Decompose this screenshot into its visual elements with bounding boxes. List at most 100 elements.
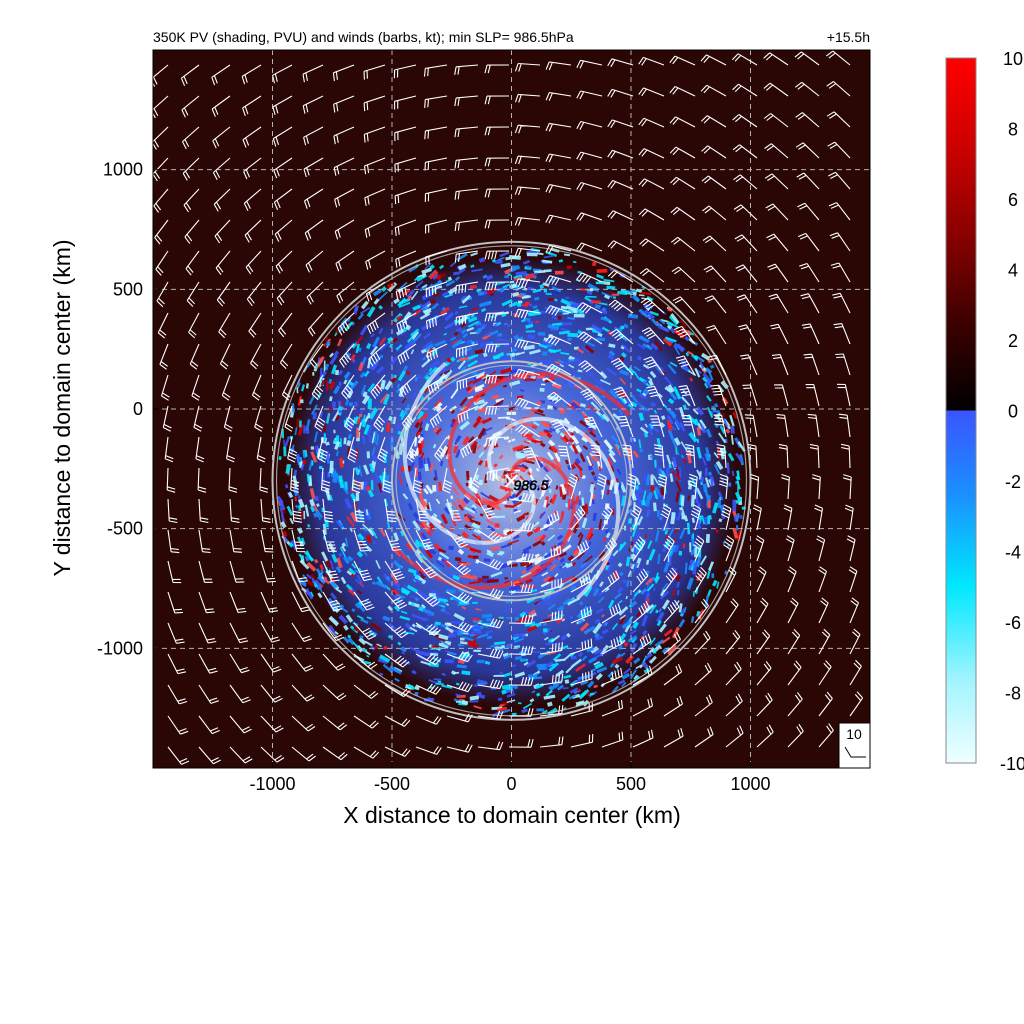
pv-streak [335, 557, 343, 569]
wind-barb [732, 83, 758, 97]
wind-barb [302, 95, 324, 114]
pv-streak [639, 426, 649, 435]
pv-streak [357, 312, 365, 320]
pv-streak [346, 316, 351, 322]
wind-barb [672, 296, 696, 314]
pv-streak [439, 460, 444, 467]
pv-streak [415, 624, 422, 629]
pv-streak [469, 284, 477, 290]
pv-streak [487, 525, 496, 532]
wind-barb [670, 236, 696, 252]
wind-barb [590, 444, 603, 469]
pv-streak [593, 661, 600, 666]
pv-streak [594, 618, 601, 624]
pv-streak [324, 335, 329, 348]
pv-streak [384, 380, 393, 391]
pv-spiral-arm [487, 416, 621, 600]
wind-barb [725, 725, 744, 748]
pv-streak [323, 433, 326, 441]
wind-barb [484, 219, 510, 229]
wind-barb [284, 405, 294, 432]
wind-barb [384, 498, 397, 523]
pv-streak [499, 251, 510, 258]
wind-barb [442, 467, 453, 494]
pv-streak [360, 618, 369, 624]
pv-streak [611, 685, 619, 694]
pv-streak [704, 453, 710, 462]
pv-streak [678, 618, 686, 628]
pv-streak [663, 562, 670, 573]
pv-streak [623, 641, 629, 647]
pv-streak [699, 361, 705, 369]
pv-streak [473, 649, 481, 653]
wind-barb [274, 219, 293, 242]
wind-barb [157, 312, 169, 339]
pv-streak [482, 334, 491, 340]
wind-barb [818, 723, 834, 748]
wind-barb [756, 724, 774, 748]
pv-streak [608, 388, 619, 399]
pv-streak [394, 677, 400, 683]
pv-streak [675, 574, 682, 582]
pv-streak [422, 307, 432, 313]
wind-barb [803, 353, 820, 376]
pv-streak [475, 608, 481, 611]
pv-streak [538, 343, 548, 349]
pv-streak [657, 324, 670, 333]
pv-streak [521, 569, 527, 575]
wind-barb [291, 746, 316, 762]
pv-streak [441, 684, 453, 689]
pv-streak [370, 527, 378, 539]
pv-streak [447, 286, 458, 295]
wind-barb [670, 206, 696, 221]
pv-streak [563, 674, 572, 679]
pv-streak [644, 653, 653, 661]
pv-streak [574, 457, 581, 465]
pv-streak [451, 670, 457, 675]
wind-barb [484, 312, 510, 322]
wind-barb [353, 498, 365, 523]
y-tick-label-0: -1000 [97, 638, 143, 658]
wind-barb [218, 312, 231, 339]
pv-streak [456, 267, 466, 276]
pv-streak [515, 617, 527, 624]
wind-barb [795, 112, 820, 128]
pv-streak [547, 323, 560, 331]
pv-streak [621, 672, 631, 680]
pv-streak [696, 573, 703, 582]
pv-streak [649, 637, 656, 646]
pv-streak [570, 432, 575, 437]
pv-streak [389, 665, 401, 674]
pv-streak [342, 636, 350, 644]
pv-streak [598, 519, 603, 530]
wind-barb [291, 560, 308, 583]
wind-barb [456, 374, 479, 390]
pv-streak [559, 486, 563, 497]
pv-streak [506, 352, 511, 356]
pv-streak [704, 517, 709, 525]
pv-streak [452, 501, 459, 510]
pv-streak [396, 383, 401, 389]
wind-barb [248, 312, 262, 338]
pv-streak [378, 290, 389, 301]
pv-streak [419, 554, 428, 561]
pv-streak [704, 467, 708, 477]
pv-streak [650, 342, 659, 351]
wind-barb [229, 498, 240, 523]
pv-streak [428, 366, 437, 376]
pv-streak [542, 575, 551, 583]
pv-streak [342, 460, 345, 464]
pv-streak [493, 463, 498, 468]
wind-barb [250, 343, 262, 370]
pv-streak [656, 611, 665, 623]
pv-streak [451, 338, 463, 349]
pv-streak [579, 402, 587, 408]
wind-barb [704, 295, 727, 314]
wind-barb [809, 443, 820, 469]
pv-streak [331, 401, 336, 408]
pv-streak [410, 328, 420, 337]
pv-streak [581, 608, 593, 618]
wind-barb [322, 529, 337, 552]
pv-streak [417, 443, 423, 454]
wind-barb [156, 281, 169, 308]
